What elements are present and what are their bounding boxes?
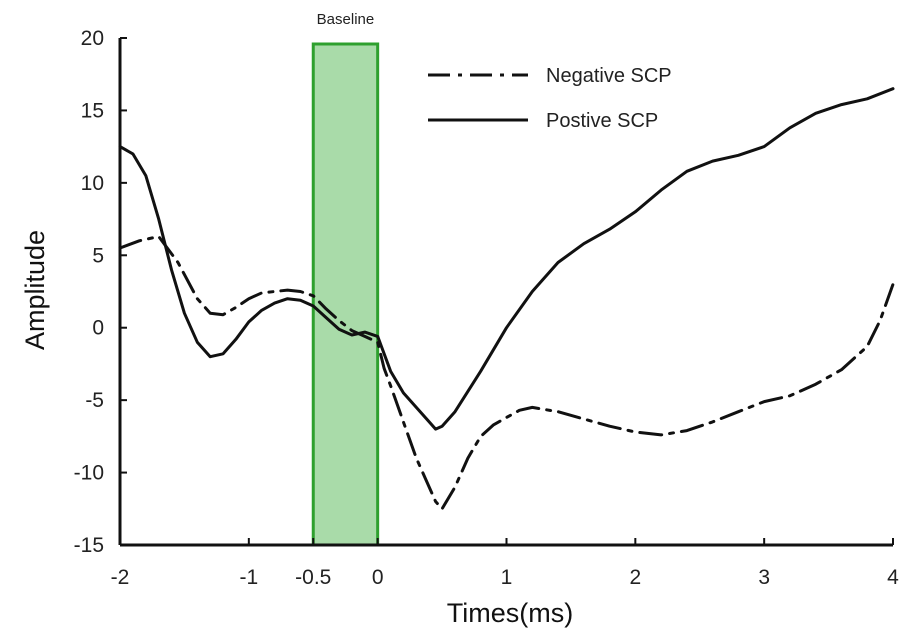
x-tick-label-3: 3 bbox=[758, 566, 770, 589]
x-tick-label-neg0p5: -0.5 bbox=[295, 566, 331, 589]
baseline-region-label: Baseline bbox=[317, 11, 375, 28]
y-axis-title: Amplitude bbox=[20, 230, 50, 350]
y-tick-label-15: 15 bbox=[81, 99, 104, 122]
series-line-negative-scp bbox=[118, 235, 895, 511]
y-tick-label-neg5: -5 bbox=[85, 389, 104, 412]
baseline-region-rect bbox=[311, 42, 380, 547]
x-tick-label-4: 4 bbox=[887, 566, 899, 589]
legend: Negative SCP Postive SCP bbox=[428, 65, 672, 132]
y-tick-label-10: 10 bbox=[81, 172, 104, 195]
x-axis-ticks: -2 -1 -0.5 0 1 2 3 4 bbox=[111, 538, 899, 589]
baseline-region: Baseline bbox=[311, 11, 380, 547]
y-axis-ticks: 20 15 10 5 0 -5 -10 -15 bbox=[74, 27, 127, 557]
y-tick-label-neg15: -15 bbox=[74, 534, 104, 557]
legend-label-negative-scp: Negative SCP bbox=[546, 65, 672, 87]
x-axis-title: Times(ms) bbox=[447, 598, 573, 628]
x-tick-label-1: 1 bbox=[501, 566, 513, 589]
y-tick-label-20: 20 bbox=[81, 27, 104, 50]
x-tick-label-2: 2 bbox=[629, 566, 641, 589]
series-line-positive-scp bbox=[118, 87, 895, 431]
x-tick-label-neg1: -1 bbox=[239, 566, 258, 589]
legend-label-positive-scp: Postive SCP bbox=[546, 110, 658, 132]
series-layer bbox=[118, 87, 895, 511]
y-tick-label-neg10: -10 bbox=[74, 462, 104, 485]
x-tick-label-0: 0 bbox=[372, 566, 384, 589]
y-tick-label-5: 5 bbox=[92, 244, 104, 267]
y-tick-label-0: 0 bbox=[92, 317, 104, 340]
x-tick-label-neg2: -2 bbox=[111, 566, 130, 589]
